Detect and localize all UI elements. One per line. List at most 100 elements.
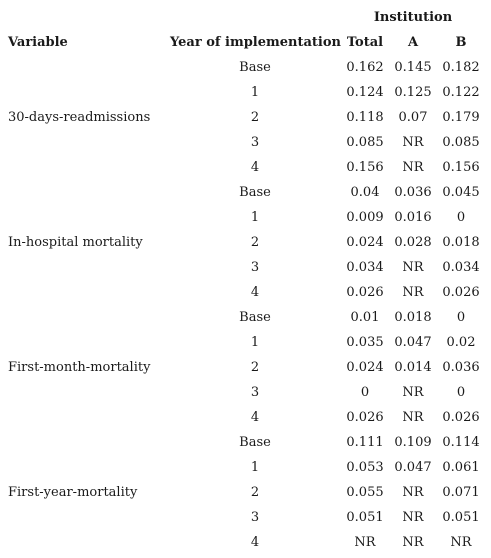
year-cell: Base: [239, 435, 271, 450]
total-cell: 0.026: [346, 410, 384, 425]
institution-b-cell: 0.114: [442, 435, 480, 450]
institution-b-cell: 0: [456, 310, 466, 325]
institution-a-cell: 0.047: [394, 460, 432, 475]
year-header: Year of implementation: [170, 35, 341, 50]
total-cell: 0.053: [346, 460, 384, 475]
year-cell: 4: [250, 160, 260, 175]
institution-b-cell: 0.061: [442, 460, 480, 475]
total-cell: 0.162: [346, 60, 384, 75]
year-cell: 3: [250, 135, 260, 150]
institution-b-cell: NR: [450, 535, 472, 550]
institution-b-cell: 0: [456, 385, 466, 400]
variable-label: In-hospital mortality: [8, 235, 143, 250]
year-cell: 4: [250, 535, 260, 550]
institution-a-cell: 0.014: [394, 360, 432, 375]
table-row: 1 0.035 0.047 0.02: [0, 330, 491, 355]
institution-b-header: B: [455, 35, 467, 50]
institution-b-cell: 0.034: [442, 260, 480, 275]
year-cell: 1: [250, 460, 260, 475]
institution-a-cell: 0.109: [394, 435, 432, 450]
institution-a-cell: 0.07: [398, 110, 428, 125]
table-row: 4 0.026 NR 0.026: [0, 405, 491, 430]
total-cell: 0.111: [346, 435, 384, 450]
institution-a-cell: NR: [402, 510, 424, 525]
institution-a-cell: 0.047: [394, 335, 432, 350]
year-cell: 2: [250, 110, 260, 125]
institution-a-cell: NR: [402, 535, 424, 550]
variable-label: First-year-mortality: [8, 485, 138, 500]
year-cell: 1: [250, 335, 260, 350]
institution-b-cell: 0.02: [446, 335, 476, 350]
variable-label: 30-days-readmissions: [8, 110, 151, 125]
institution-a-header: A: [407, 35, 419, 50]
total-header: Total: [346, 35, 384, 50]
total-cell: 0.035: [346, 335, 384, 350]
institution-b-cell: 0.036: [442, 360, 480, 375]
total-cell: 0.024: [346, 235, 384, 250]
institution-b-cell: 0.045: [442, 185, 480, 200]
year-cell: Base: [239, 310, 271, 325]
institution-a-cell: NR: [402, 160, 424, 175]
year-cell: 2: [250, 360, 260, 375]
table-row: 1 0.009 0.016 0: [0, 205, 491, 230]
table-row: Base 0.111 0.109 0.114: [0, 430, 491, 455]
total-cell: 0.034: [346, 260, 384, 275]
total-cell: 0.04: [350, 185, 380, 200]
institution-header: Institution: [373, 10, 453, 25]
institution-a-cell: NR: [402, 385, 424, 400]
institution-a-cell: 0.036: [394, 185, 432, 200]
table-row: 3 0 NR 0: [0, 380, 491, 405]
year-cell: Base: [239, 60, 271, 75]
total-cell: 0.026: [346, 285, 384, 300]
institution-a-cell: 0.125: [394, 85, 432, 100]
institution-b-cell: 0.182: [442, 60, 480, 75]
institution-b-cell: 0.085: [442, 135, 480, 150]
institution-b-cell: 0: [456, 210, 466, 225]
institution-a-cell: 0.028: [394, 235, 432, 250]
institution-b-cell: 0.018: [442, 235, 480, 250]
institution-a-cell: NR: [402, 410, 424, 425]
institution-b-cell: 0.026: [442, 410, 480, 425]
table-row: 4 NR NR NR: [0, 530, 491, 555]
institution-a-cell: NR: [402, 485, 424, 500]
year-cell: 1: [250, 85, 260, 100]
institution-a-cell: NR: [402, 285, 424, 300]
table-row: 1 0.053 0.047 0.061: [0, 455, 491, 480]
total-cell: 0.085: [346, 135, 384, 150]
year-cell: 3: [250, 260, 260, 275]
year-cell: 2: [250, 235, 260, 250]
header-row-columns: Variable Year of implementation Total A …: [0, 30, 491, 55]
institution-b-cell: 0.026: [442, 285, 480, 300]
institution-a-cell: 0.145: [394, 60, 432, 75]
year-cell: 2: [250, 485, 260, 500]
table-row: 3 0.085 NR 0.085: [0, 130, 491, 155]
table-row: 1 0.124 0.125 0.122: [0, 80, 491, 105]
table-row: 3 0.051 NR 0.051: [0, 505, 491, 530]
total-cell: NR: [354, 535, 376, 550]
table-row: 2 0.024 0.014 0.036: [0, 355, 491, 380]
institution-b-cell: 0.122: [442, 85, 480, 100]
year-cell: Base: [239, 185, 271, 200]
total-cell: 0.051: [346, 510, 384, 525]
table-row: Base 0.04 0.036 0.045: [0, 180, 491, 205]
institution-a-cell: 0.018: [394, 310, 432, 325]
total-cell: 0.055: [346, 485, 384, 500]
total-cell: 0.118: [346, 110, 384, 125]
table-row: 3 0.034 NR 0.034: [0, 255, 491, 280]
table-row: 2 0.118 0.07 0.179: [0, 105, 491, 130]
institution-a-cell: 0.016: [394, 210, 432, 225]
year-cell: 4: [250, 285, 260, 300]
institution-b-cell: 0.071: [442, 485, 480, 500]
table-row: 2 0.024 0.028 0.018: [0, 230, 491, 255]
year-cell: 3: [250, 385, 260, 400]
table-row: 2 0.055 NR 0.071: [0, 480, 491, 505]
table-row: 4 0.026 NR 0.026: [0, 280, 491, 305]
year-cell: 4: [250, 410, 260, 425]
total-cell: 0: [360, 385, 370, 400]
table-row: 4 0.156 NR 0.156: [0, 155, 491, 180]
total-cell: 0.024: [346, 360, 384, 375]
institution-a-cell: NR: [402, 260, 424, 275]
header-row-institution: Institution: [0, 5, 491, 30]
year-cell: 3: [250, 510, 260, 525]
